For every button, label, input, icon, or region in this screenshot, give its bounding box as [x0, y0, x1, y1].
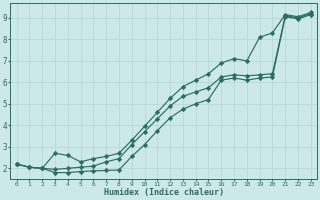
X-axis label: Humidex (Indice chaleur): Humidex (Indice chaleur)	[104, 188, 224, 197]
